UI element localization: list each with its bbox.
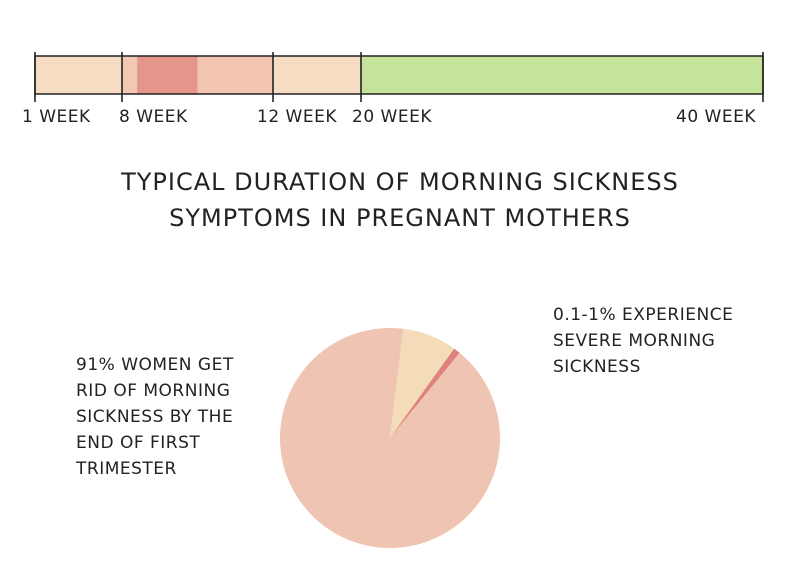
chart-title-line-1: TYPICAL DURATION OF MORNING SICKNESS	[121, 168, 679, 196]
annotation-line: 0.1-1% EXPERIENCE	[553, 305, 734, 325]
annotation-line: SICKNESS BY THE	[76, 407, 234, 427]
tick-label-20: 20 WEEK	[352, 107, 432, 127]
chart-title: TYPICAL DURATION OF MORNING SICKNESS SYM…	[0, 164, 800, 236]
annotation-line: RID OF MORNING	[76, 381, 231, 401]
annotation-line: SICKNESS	[553, 357, 641, 377]
timeline-segment	[273, 56, 361, 94]
timeline-segment	[197, 56, 273, 94]
tick-label-8: 8 WEEK	[119, 107, 188, 127]
annotation-majority: 91% WOMEN GET RID OF MORNING SICKNESS BY T…	[76, 352, 234, 482]
pie-slice	[280, 327, 500, 548]
annotation-line: SEVERE MORNING	[553, 331, 716, 351]
timeline-segment	[361, 56, 763, 94]
chart-title-line-2: SYMPTOMS IN PREGNANT MOTHERS	[169, 204, 631, 232]
annotation-line: END OF FIRST	[76, 433, 201, 453]
pie-chart	[280, 327, 500, 548]
tick-label-12: 12 WEEK	[257, 107, 337, 127]
tick-label-40: 40 WEEK	[676, 107, 756, 127]
timeline-chart	[34, 52, 764, 102]
annotation-line: 91% WOMEN GET	[76, 355, 234, 375]
tick-label-1: 1 WEEK	[22, 107, 91, 127]
timeline-segment	[122, 56, 138, 94]
annotation-severe: 0.1-1% EXPERIENCE SEVERE MORNING SICKNESS	[553, 302, 733, 380]
pie-slice	[390, 328, 455, 438]
timeline-segment	[137, 56, 198, 94]
annotation-line: TRIMESTER	[76, 459, 177, 479]
pie-slice	[390, 348, 460, 438]
timeline-segment	[35, 56, 122, 94]
